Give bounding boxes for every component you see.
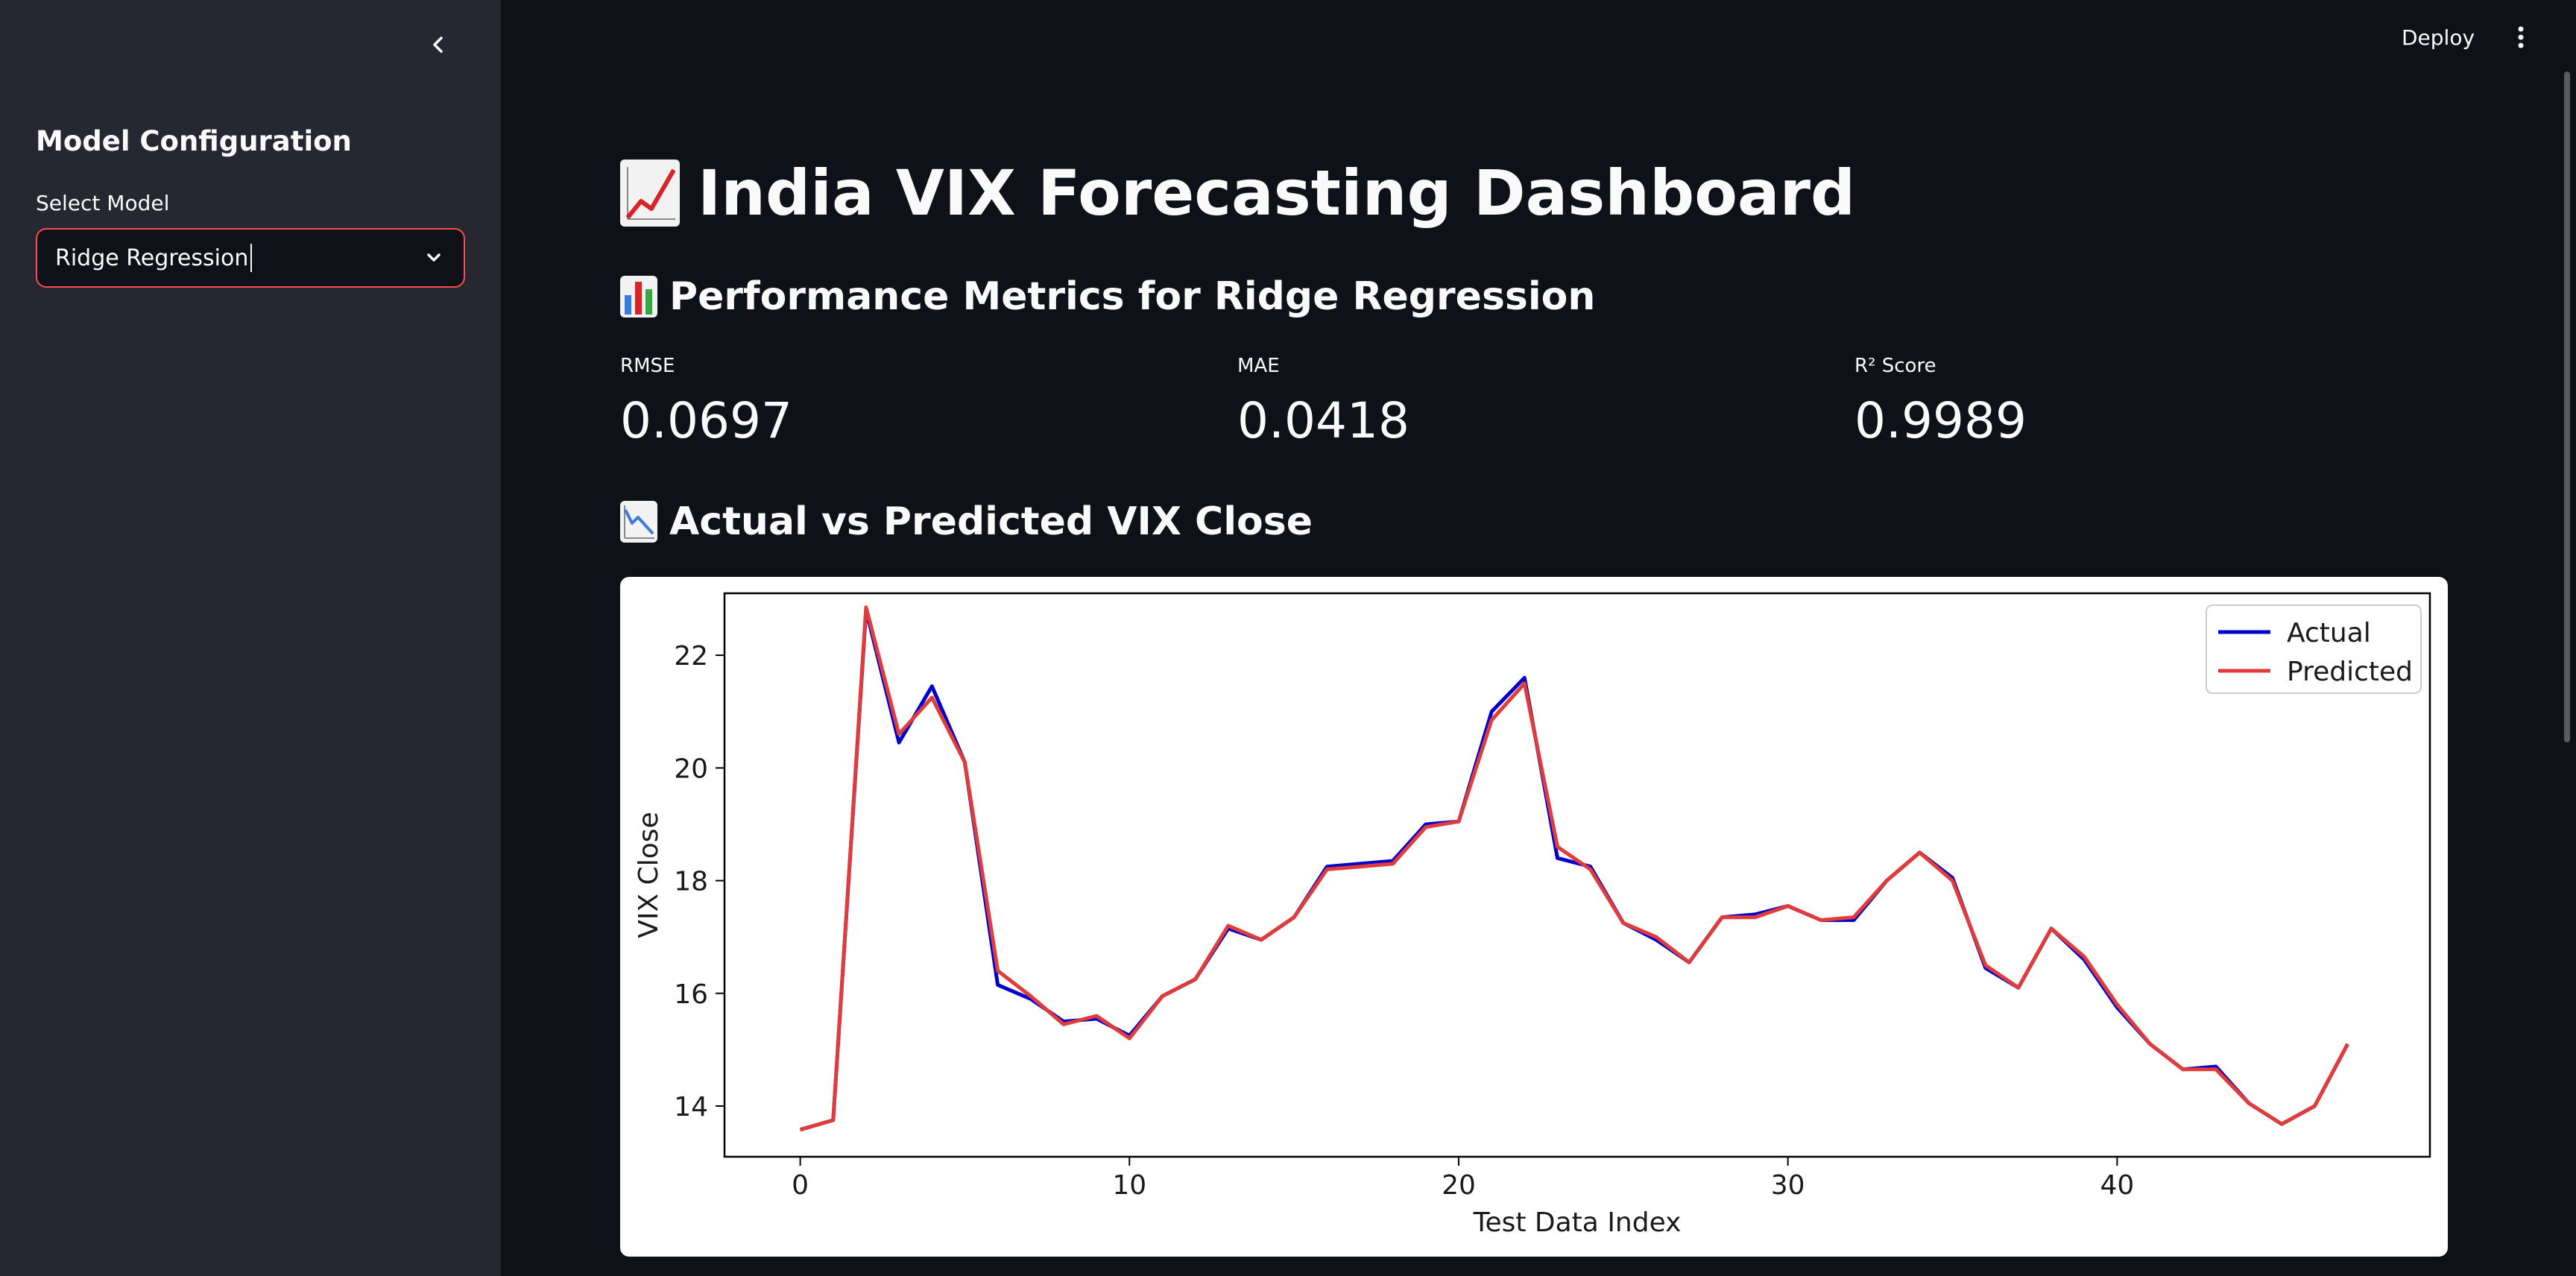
sidebar: Model Configuration Select Model Ridge R… — [0, 0, 501, 1276]
page-title-text: India VIX Forecasting Dashboard — [698, 157, 1856, 230]
text-caret — [250, 244, 253, 272]
x-tick-label: 0 — [792, 1170, 809, 1201]
metric-value: 0.9989 — [1854, 392, 2027, 449]
metric-r2: R² Score 0.9989 — [1854, 355, 2027, 449]
metrics-heading-text: Performance Metrics for Ridge Regression — [669, 274, 1596, 319]
chevron-left-icon — [433, 37, 443, 53]
metric-mae: MAE 0.0418 — [1237, 355, 1409, 449]
chart-decreasing-icon — [620, 501, 657, 543]
legend-label: Predicted — [2287, 657, 2413, 687]
y-tick-label: 16 — [674, 979, 708, 1010]
bar-chart-icon — [620, 276, 657, 318]
page-scrollbar[interactable] — [2564, 72, 2570, 742]
chevron-down-icon — [419, 243, 449, 273]
metric-label: R² Score — [1854, 355, 1936, 377]
y-tick-label: 22 — [674, 641, 708, 672]
chart-heading: Actual vs Predicted VIX Close — [620, 499, 1313, 544]
metric-value: 0.0697 — [620, 392, 792, 449]
page-title: India VIX Forecasting Dashboard — [620, 157, 1855, 230]
sidebar-title: Model Configuration — [36, 125, 352, 157]
x-tick-label: 10 — [1112, 1170, 1146, 1201]
chart-heading-text: Actual vs Predicted VIX Close — [669, 499, 1313, 544]
vix-line-chart[interactable]: 0 10 20 30 40 14 16 18 20 22 Test Data Index VIX Cl… — [620, 577, 2448, 1257]
legend-label: Actual — [2287, 618, 2371, 648]
deploy-button[interactable]: Deploy — [2402, 25, 2475, 50]
x-tick-label: 30 — [1771, 1170, 1805, 1201]
kebab-menu-icon — [2518, 26, 2524, 48]
y-axis-label: VIX Close — [634, 812, 664, 938]
metric-label: RMSE — [620, 355, 675, 377]
series-line-actual — [799, 608, 2349, 1132]
plot-frame — [723, 592, 2431, 1158]
metric-rmse: RMSE 0.0697 — [620, 355, 792, 449]
metric-value: 0.0418 — [1237, 392, 1409, 449]
x-axis-label: Test Data Index — [1473, 1207, 1682, 1238]
select-model-label: Select Model — [36, 191, 170, 215]
series-line-predicted — [799, 605, 2349, 1132]
y-tick-label: 14 — [674, 1092, 708, 1122]
x-tick-label: 20 — [1442, 1170, 1476, 1201]
metric-label: MAE — [1237, 355, 1280, 377]
chart-increasing-icon — [620, 160, 680, 227]
metrics-heading: Performance Metrics for Ridge Regression — [620, 274, 1595, 319]
y-tick-label: 18 — [674, 867, 708, 897]
model-select[interactable]: Ridge Regression — [36, 228, 465, 288]
y-tick-label: 20 — [674, 754, 708, 784]
model-select-value: Ridge Regression — [55, 244, 249, 271]
main-menu-button[interactable] — [2506, 21, 2536, 54]
chart-card: 0 10 20 30 40 14 16 18 20 22 Test Data Index VIX Cl… — [620, 577, 2448, 1257]
x-tick-label: 40 — [2100, 1170, 2134, 1201]
collapse-sidebar-button[interactable] — [417, 24, 459, 66]
